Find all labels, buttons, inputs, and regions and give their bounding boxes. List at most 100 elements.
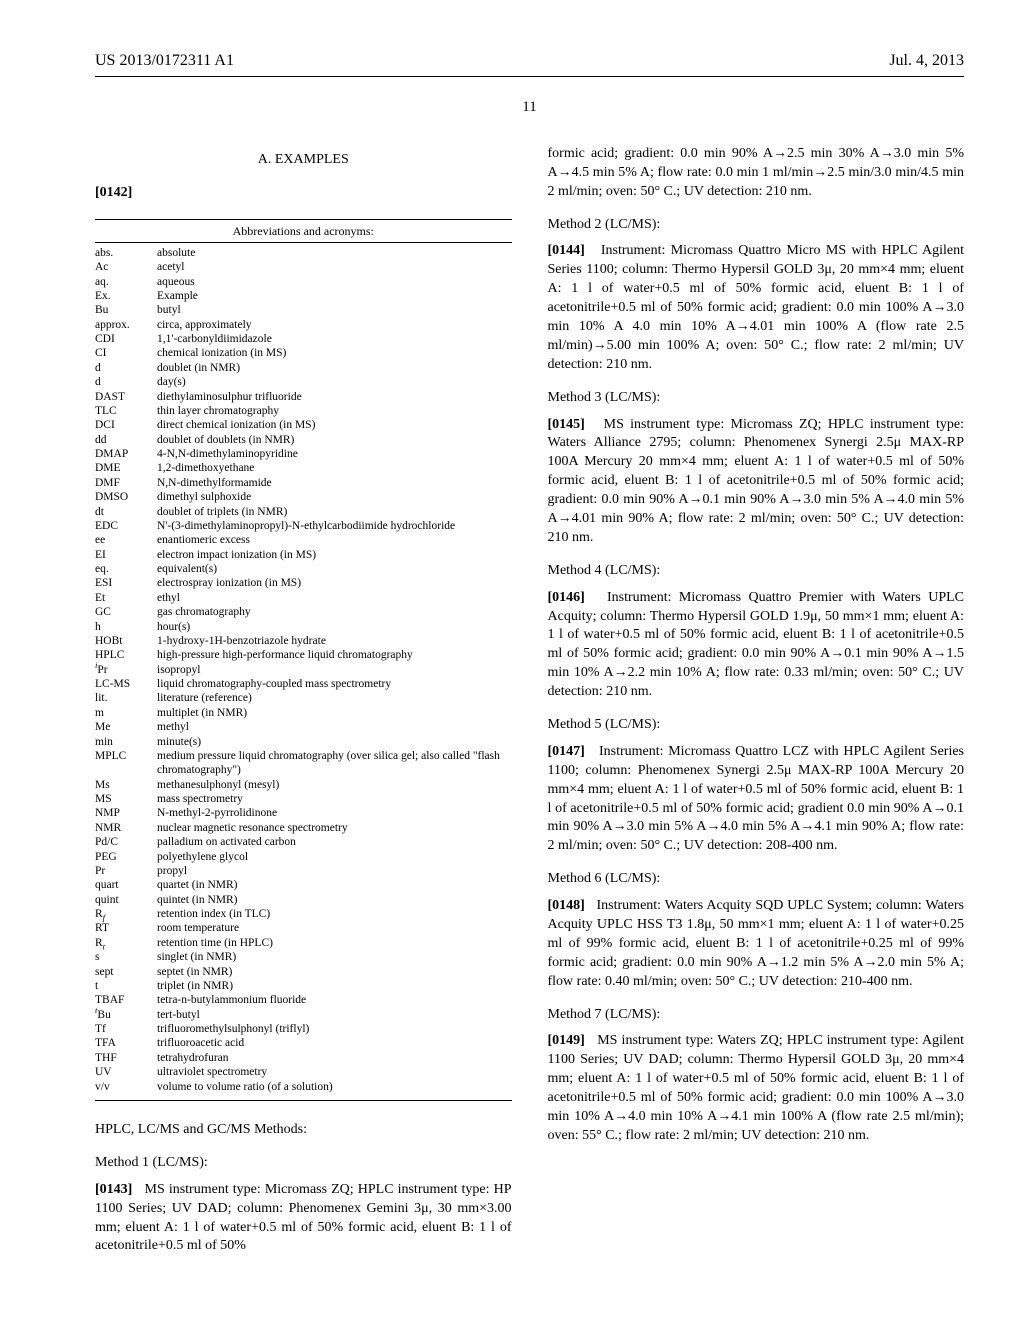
table-row: Bubutyl [95,303,512,317]
methods-heading: HPLC, LC/MS and GC/MS Methods: [95,1121,512,1140]
abbrev-key: TBAF [95,993,157,1007]
abbrev-key: Ex. [95,289,157,303]
table-row: tButert-butyl [95,1008,512,1022]
table-row: DMSOdimethyl sulphoxide [95,490,512,504]
para-number: [0142] [95,185,132,200]
table-row: approx.circa, approximately [95,318,512,332]
table-row: eq.equivalent(s) [95,562,512,576]
abbrev-table: abs.absoluteAcacetylaq.aqueousEx.Example… [95,246,512,1094]
table-row: Msmethanesulphonyl (mesyl) [95,778,512,792]
abbrev-key: THF [95,1051,157,1065]
abbrev-value: triplet (in NMR) [157,979,512,993]
abbrev-key: sept [95,965,157,979]
table-row: eeenantiomeric excess [95,533,512,547]
abbrev-value: hour(s) [157,620,512,634]
method-6-heading: Method 6 (LC/MS): [548,870,965,889]
table-row: NMRnuclear magnetic resonance spectromet… [95,821,512,835]
abbrev-value: absolute [157,246,512,260]
abbrev-value: mass spectrometry [157,792,512,806]
table-row: dday(s) [95,375,512,389]
abbrev-value: tert-butyl [157,1008,512,1022]
abbrev-key: DMSO [95,490,157,504]
abbrev-value: medium pressure liquid chromatography (o… [157,749,512,778]
table-row: Acacetyl [95,260,512,274]
table-row: EIelectron impact ionization (in MS) [95,548,512,562]
method-1-heading: Method 1 (LC/MS): [95,1154,512,1173]
abbrev-value: equivalent(s) [157,562,512,576]
abbrev-value: ultraviolet spectrometry [157,1065,512,1079]
abbrev-value: N'-(3-dimethylaminopropyl)-N-ethylcarbod… [157,519,512,533]
abbrev-value: enantiomeric excess [157,533,512,547]
table-row: CDI1,1'-carbonyldiimidazole [95,332,512,346]
abbrev-value: acetyl [157,260,512,274]
table-row: ttriplet (in NMR) [95,979,512,993]
abbrev-key: Et [95,591,157,605]
abbrev-key: Rt [95,936,157,950]
abbrev-value: nuclear magnetic resonance spectrometry [157,821,512,835]
abbrev-value: high-pressure high-performance liquid ch… [157,648,512,662]
abbrev-value: septet (in NMR) [157,965,512,979]
abbrev-key: DCI [95,418,157,432]
abbrev-key: ee [95,533,157,547]
abbrev-key: aq. [95,275,157,289]
table-row: septseptet (in NMR) [95,965,512,979]
table-row: ddoublet (in NMR) [95,361,512,375]
table-row: EDCN'-(3-dimethylaminopropyl)-N-ethylcar… [95,519,512,533]
abbrev-key: Bu [95,303,157,317]
abbrev-key: CDI [95,332,157,346]
abbrev-key: Ac [95,260,157,274]
abbrev-key: Me [95,720,157,734]
abbrev-key: lit. [95,691,157,705]
table-row: DASTdiethylaminosulphur trifluoride [95,390,512,404]
abbrev-key: abs. [95,246,157,260]
para-number: [0145] [548,417,585,432]
abbrev-key: TLC [95,404,157,418]
left-column: A. EXAMPLES [0142] Abbreviations and acr… [95,145,512,1266]
abbrev-value: literature (reference) [157,691,512,705]
abbrev-table-wrap: Abbreviations and acronyms: abs.absolute… [95,219,512,1101]
table-row: mmultiplet (in NMR) [95,706,512,720]
method-3-body: [0145] MS instrument type: Micromass ZQ;… [548,416,965,548]
para-number: [0144] [548,243,585,258]
abbrev-value: Example [157,289,512,303]
abbrev-key: iPr [95,663,157,677]
abbrev-key: EDC [95,519,157,533]
table-row: DCIdirect chemical ionization (in MS) [95,418,512,432]
abbrev-key: s [95,950,157,964]
abbrev-key: NMR [95,821,157,835]
abbrev-value: doublet of triplets (in NMR) [157,505,512,519]
table-row: Etethyl [95,591,512,605]
abbrev-key: Pd/C [95,835,157,849]
table-row: dddoublet of doublets (in NMR) [95,433,512,447]
abbrev-caption: Abbreviations and acronyms: [95,219,512,243]
abbrev-value: isopropyl [157,663,512,677]
abbrev-value: liquid chromatography-coupled mass spect… [157,677,512,691]
method-4-text: Instrument: Micromass Quattro Premier wi… [548,590,965,699]
abbrev-key: GC [95,605,157,619]
abbrev-value: electron impact ionization (in MS) [157,548,512,562]
table-row: TBAFtetra-n-butylammonium fluoride [95,993,512,1007]
abbrev-key: NMP [95,806,157,820]
abbrev-value: tetra-n-butylammonium fluoride [157,993,512,1007]
abbrev-key: v/v [95,1080,157,1094]
method-4-heading: Method 4 (LC/MS): [548,562,965,581]
table-row: UVultraviolet spectrometry [95,1065,512,1079]
table-row: quintquintet (in NMR) [95,893,512,907]
page-header: US 2013/0172311 A1 Jul. 4, 2013 [95,50,964,77]
abbrev-key: PEG [95,850,157,864]
abbrev-key: min [95,735,157,749]
table-row: Tftrifluoromethylsulphonyl (triflyl) [95,1022,512,1036]
abbrev-value: 1,1'-carbonyldiimidazole [157,332,512,346]
method-7-text: MS instrument type: Waters ZQ; HPLC inst… [548,1033,965,1142]
table-row: LC-MSliquid chromatography-coupled mass … [95,677,512,691]
para-number: [0147] [548,744,585,759]
method-7-body: [0149] MS instrument type: Waters ZQ; HP… [548,1032,965,1145]
abbrev-key: Rf [95,907,157,921]
table-row: ESIelectrospray ionization (in MS) [95,576,512,590]
abbrev-key: MS [95,792,157,806]
abbrev-value: chemical ionization (in MS) [157,346,512,360]
para-number: [0148] [548,898,585,913]
abbrev-key: Ms [95,778,157,792]
abbrev-value: 4-N,N-dimethylaminopyridine [157,447,512,461]
table-row: ssinglet (in NMR) [95,950,512,964]
